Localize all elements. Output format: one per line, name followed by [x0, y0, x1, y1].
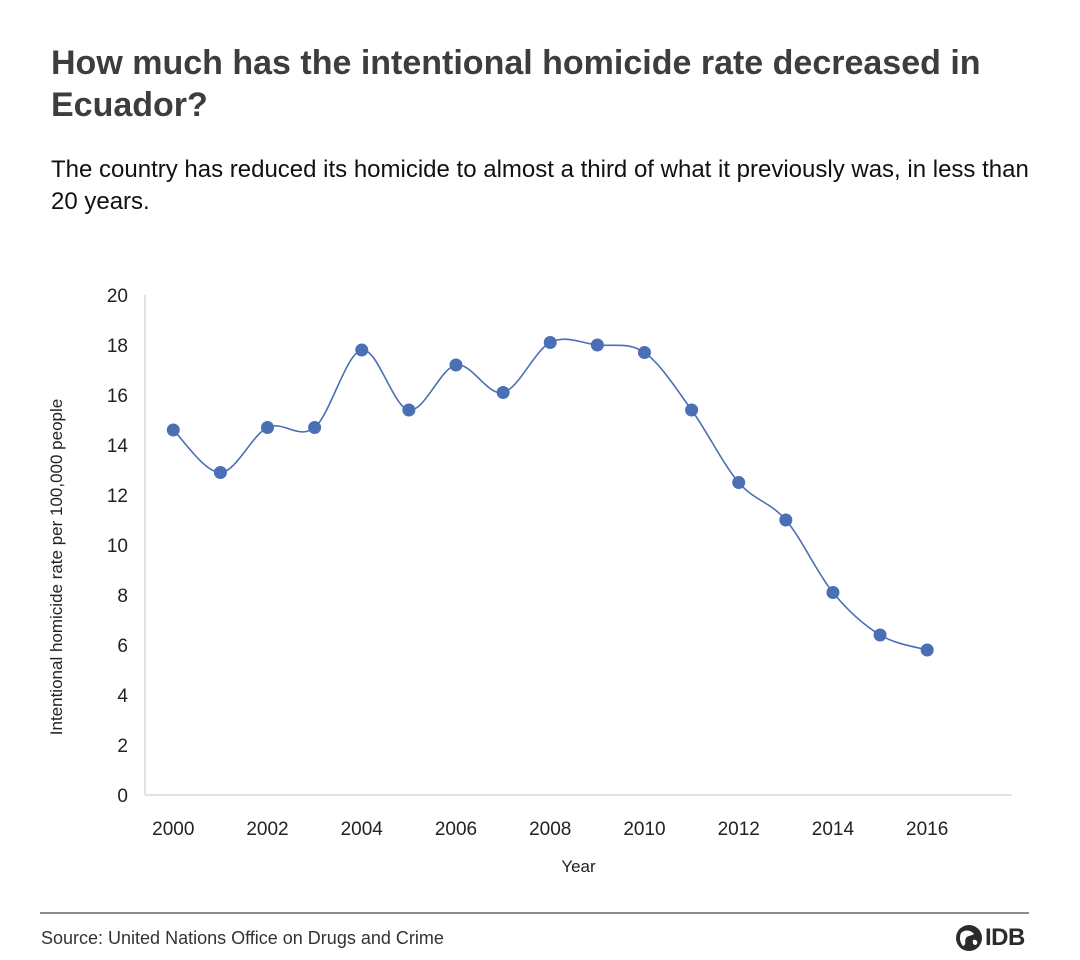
- footer-divider: [40, 912, 1029, 914]
- x-tick-label: 2016: [906, 819, 948, 840]
- x-tick-label: 2010: [623, 819, 665, 840]
- y-tick-label: 8: [117, 586, 128, 607]
- data-point-2014: [826, 586, 840, 599]
- y-tick-label: 18: [107, 336, 128, 357]
- y-tick-labels: 0 2 4 6 8 10 12 14 16 18 20: [107, 286, 129, 807]
- data-point-2010: [637, 346, 651, 359]
- x-tick-labels: 2000 2002 2004 2006 2008 2010 2012 2014 2016: [152, 819, 948, 840]
- x-tick-label: 2000: [152, 819, 194, 840]
- data-point-2005: [402, 403, 416, 417]
- data-point-2000: [166, 423, 180, 437]
- data-point-2004: [355, 343, 369, 357]
- data-point-2006: [449, 358, 463, 372]
- x-tick-label: 2008: [529, 819, 571, 840]
- data-point-2001: [213, 466, 227, 479]
- y-tick-label: 6: [117, 636, 128, 657]
- source-note: Source: United Nations Office on Drugs a…: [41, 928, 444, 948]
- idb-logo-text: IDB: [985, 924, 1025, 951]
- y-tick-label: 10: [107, 536, 128, 557]
- y-tick-label: 12: [107, 486, 128, 507]
- idb-globe-icon: [956, 925, 982, 951]
- data-point-2002: [261, 421, 275, 434]
- data-point-2007: [496, 386, 510, 399]
- x-tick-label: 2004: [341, 819, 384, 840]
- data-point-2009: [590, 338, 604, 352]
- data-point-2012: [732, 476, 746, 489]
- chart-axes: [144, 295, 1012, 796]
- idb-logo: IDB: [955, 922, 1025, 954]
- data-point-2015: [873, 628, 887, 642]
- x-tick-label: 2012: [718, 819, 760, 840]
- y-tick-label: 16: [107, 386, 128, 407]
- y-tick-label: 0: [117, 786, 128, 807]
- page-title: How much has the intentional homicide ra…: [51, 44, 981, 124]
- series-points: [166, 336, 934, 657]
- y-tick-label: 20: [107, 286, 128, 307]
- data-point-2003: [308, 421, 322, 434]
- x-tick-label: 2014: [812, 819, 855, 840]
- data-point-2011: [685, 403, 699, 417]
- page-subtitle: The country has reduced its homicide to …: [51, 156, 1029, 215]
- y-tick-label: 4: [117, 686, 128, 707]
- y-axis-title: Intentional homicide rate per 100,000 pe…: [47, 399, 66, 735]
- y-tick-label: 2: [117, 736, 128, 757]
- x-tick-label: 2006: [435, 819, 477, 840]
- data-point-2016: [920, 643, 934, 657]
- y-tick-label: 14: [107, 436, 129, 457]
- x-axis-title: Year: [561, 857, 596, 876]
- series-line: [172, 338, 928, 651]
- data-point-2008: [543, 336, 557, 349]
- x-tick-label: 2002: [246, 819, 288, 840]
- data-point-2013: [779, 513, 793, 527]
